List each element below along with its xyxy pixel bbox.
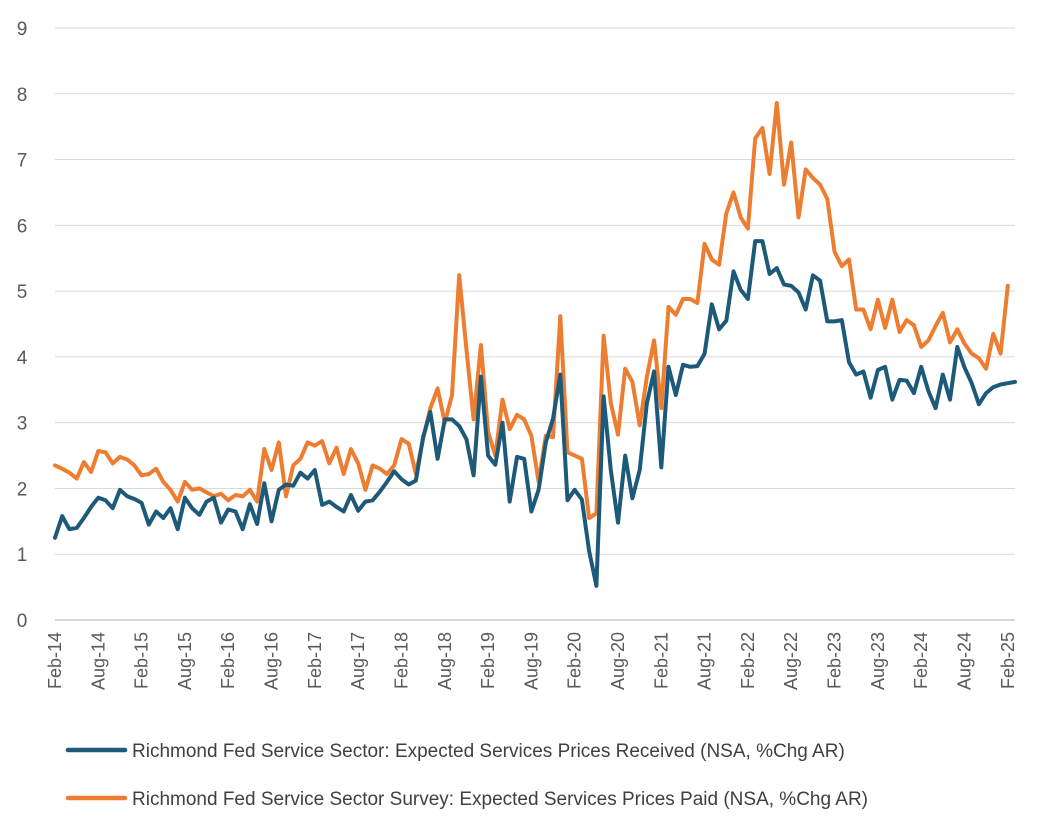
series-line-prices-paid <box>53 101 1010 520</box>
y-tick-label: 9 <box>17 19 28 40</box>
legend: Richmond Fed Service Sector: Expected Se… <box>65 741 868 810</box>
y-tick-label: 6 <box>17 216 28 237</box>
x-tick-label: Feb-21 <box>651 632 671 689</box>
x-tick-label: Feb-22 <box>738 632 758 689</box>
x-tick-label: Aug-24 <box>954 632 974 690</box>
series-lines <box>53 101 1017 588</box>
x-tick-label: Feb-19 <box>478 632 498 689</box>
x-tick-label: Aug-15 <box>175 632 195 690</box>
x-tick-label: Aug-16 <box>262 632 282 690</box>
x-tick-label: Aug-17 <box>348 632 368 690</box>
x-tick-label: Aug-22 <box>781 632 801 690</box>
x-tick-label: Feb-18 <box>391 632 411 689</box>
y-tick-label: 3 <box>17 414 28 435</box>
y-tick-label: 1 <box>17 545 28 566</box>
y-tick-label: 8 <box>17 85 28 106</box>
x-tick-label: Aug-20 <box>608 632 628 690</box>
y-tick-label: 2 <box>17 479 28 500</box>
y-tick-label: 5 <box>17 282 28 303</box>
x-tick-label: Feb-25 <box>998 632 1018 689</box>
y-tick-label: 4 <box>17 348 28 369</box>
x-tick-label: Feb-20 <box>565 632 585 689</box>
x-tick-label: Feb-15 <box>132 632 152 689</box>
y-tick-label: 0 <box>17 611 28 632</box>
x-tick-label: Feb-24 <box>911 632 931 689</box>
y-axis-tick-labels: 0 1 2 3 4 5 6 7 8 9 <box>17 19 28 632</box>
x-tick-label: Feb-14 <box>45 632 65 689</box>
x-tick-label: Aug-14 <box>88 632 108 690</box>
legend-label-prices-received: Richmond Fed Service Sector: Expected Se… <box>132 741 845 762</box>
x-tick-label: Feb-17 <box>305 632 325 689</box>
gridlines <box>55 27 1015 555</box>
series-line-prices-received <box>53 239 1017 588</box>
x-tick-label: Aug-23 <box>868 632 888 690</box>
x-axis-tick-labels: Feb-14 Aug-14 Feb-15 Aug-15 Feb-16 Aug-16 Feb-… <box>45 632 1018 690</box>
x-tick-label: Aug-18 <box>435 632 455 690</box>
x-tick-label: Feb-16 <box>218 632 238 689</box>
legend-label-prices-paid: Richmond Fed Service Sector Survey: Expe… <box>132 789 868 810</box>
x-tick-label: Feb-23 <box>825 632 845 689</box>
x-tick-label: Aug-21 <box>695 632 715 690</box>
y-tick-label: 7 <box>17 151 28 172</box>
x-tick-label: Aug-19 <box>521 632 541 690</box>
